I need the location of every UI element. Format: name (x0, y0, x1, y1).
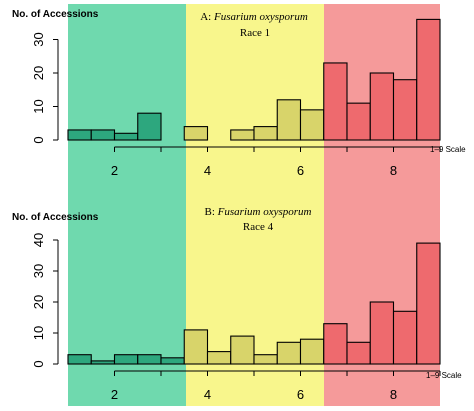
panel-b-xlabel: 1–9 Scale (426, 371, 462, 380)
panel-a-xtick-label-8: 8 (390, 163, 397, 178)
panel-b-ytick-label-40: 40 (31, 233, 46, 247)
panel-b-bar-9 (253, 354, 278, 365)
panel-a-title-species: Fusarium oxysporum (213, 11, 308, 23)
panel-a-bar-8 (276, 99, 302, 141)
panel-b-xtick-label-4: 4 (204, 387, 211, 402)
panel-a-xtick-label-6: 6 (297, 163, 304, 178)
panel-b-bar-11 (299, 338, 325, 365)
panel-b-bar-14 (369, 301, 395, 365)
panel-a-bar-7 (253, 126, 278, 141)
panel-b-xtick-label-2: 2 (111, 387, 118, 402)
panel-b-title-line1: B: Fusarium oxysporum (205, 206, 312, 218)
panel-b-bar-8 (230, 335, 255, 365)
panel-b-bar-6 (183, 329, 209, 365)
green-zone-background (68, 4, 186, 406)
panel-b-ytick-label-20: 20 (31, 295, 46, 309)
panel-b-ytick-label-0: 0 (31, 360, 46, 367)
panel-a-yaxis: 0 10 20 30 (31, 32, 59, 144)
panel-a-bar-11 (346, 102, 371, 141)
panel-b-bar-3 (113, 354, 139, 365)
panel-b-bar-5 (160, 357, 185, 365)
panel-a-xtick-label-4: 4 (204, 163, 211, 178)
panel-a-bar-4 (137, 112, 162, 141)
panel-b-bars (67, 242, 441, 365)
panel-a-title-line2: Race 1 (240, 27, 270, 39)
panel-b-xaxis: 2 4 6 8 (111, 370, 441, 402)
panel-a-xlabel: 1–9 Scale (430, 145, 466, 154)
panel-b-yaxis: 0 10 20 30 40 (31, 233, 59, 368)
panel-a-ytick-label-0: 0 (31, 136, 46, 143)
panel-a-bar-6 (230, 129, 255, 141)
panel-b-title-line2: Race 4 (243, 221, 274, 233)
panel-b-ylabel: No. of Accessions (12, 212, 99, 223)
panel-a-bar-14 (416, 18, 441, 141)
panel-a-bars (67, 18, 441, 141)
panel-a: No. of Accessions A: Fusarium oxysporum … (12, 9, 466, 178)
panel-a-bar-10 (323, 62, 348, 141)
panel-a-bar-12 (369, 72, 395, 141)
panel-a-title-prefix: A: (200, 11, 214, 23)
panel-b-xtick-label-6: 6 (297, 387, 304, 402)
panel-a-bar-2 (90, 129, 116, 141)
panel-b-bar-15 (392, 310, 418, 365)
panel-a-bar-3 (113, 132, 139, 141)
panel-a-xaxis: 2 4 6 8 (111, 146, 441, 178)
panel-b-xtick-label-8: 8 (390, 387, 397, 402)
panel-a-ylabel: No. of Accessions (12, 9, 99, 20)
panel-a-xtick-label-2: 2 (111, 163, 118, 178)
panel-b-bar-1 (67, 354, 92, 365)
panel-b-bar-7 (206, 351, 232, 365)
panel-b-bar-12 (323, 323, 348, 365)
panel-b-ytick-label-30: 30 (31, 264, 46, 278)
panel-a-ytick-label-20: 20 (31, 66, 46, 80)
panel-b: No. of Accessions B: Fusarium oxysporum … (12, 206, 462, 402)
panel-b-bar-13 (346, 341, 371, 365)
panel-a-title-line1: A: Fusarium oxysporum (200, 11, 308, 23)
panel-a-bar-13 (392, 79, 418, 141)
panel-a-ytick-label-30: 30 (31, 32, 46, 46)
panel-a-ytick-label-10: 10 (31, 99, 46, 113)
panel-b-title-species: Fusarium oxysporum (217, 206, 312, 218)
panel-a-bar-1 (67, 129, 92, 141)
panel-b-bar-2 (90, 360, 116, 365)
panel-b-bar-16 (416, 242, 441, 365)
panel-a-bar-5 (183, 126, 209, 141)
panel-b-ytick-label-10: 10 (31, 326, 46, 340)
panel-a-bar-9 (299, 109, 325, 141)
panel-b-bar-4 (137, 354, 162, 365)
panel-b-bar-10 (276, 341, 302, 365)
panel-b-title-prefix: B: (205, 206, 218, 218)
